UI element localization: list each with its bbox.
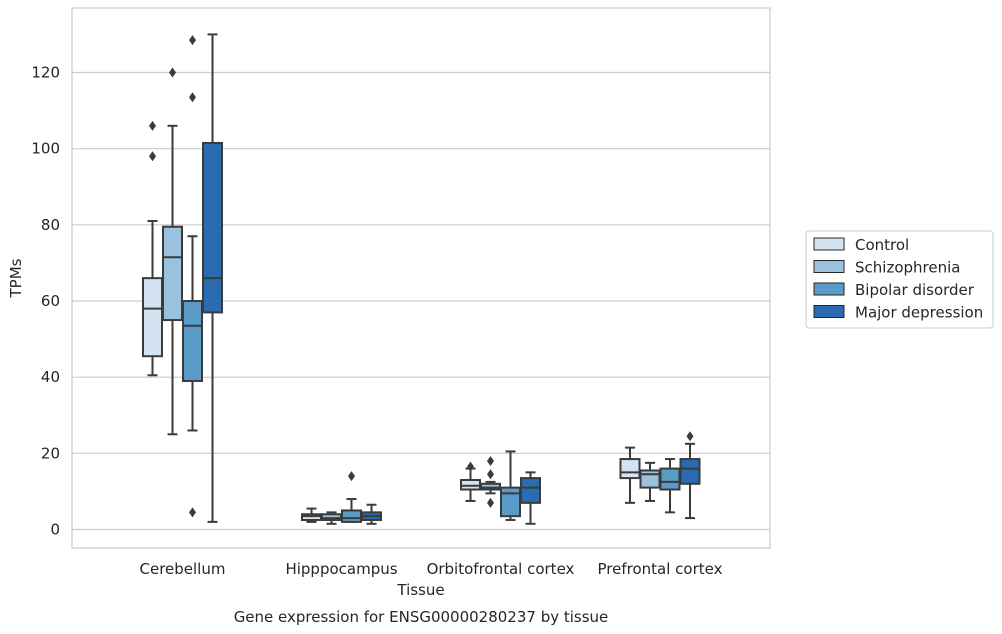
outlier-point xyxy=(189,92,196,103)
box-0-3 xyxy=(619,446,641,504)
y-tick-label: 120 xyxy=(31,64,60,82)
box-0-0 xyxy=(142,120,163,377)
box-body xyxy=(500,486,521,518)
outlier-point xyxy=(487,497,494,508)
box-0-2 xyxy=(460,461,481,502)
outlier-point xyxy=(487,469,494,480)
box-3-3 xyxy=(679,431,701,520)
y-axis-label: TPMs xyxy=(7,258,25,298)
legend-swatch xyxy=(813,260,845,273)
box-3-2 xyxy=(520,471,541,525)
x-axis-label: Tissue xyxy=(396,581,444,599)
box-body xyxy=(182,300,203,382)
outlier-point xyxy=(149,120,156,131)
legend-swatch xyxy=(813,305,845,318)
box-1-0 xyxy=(162,67,183,436)
x-tick-label: Hipppocampus xyxy=(285,560,397,578)
outlier-point xyxy=(189,35,196,46)
x-tick-label: Prefrontal cortex xyxy=(598,560,723,578)
legend-frame xyxy=(805,230,994,329)
box-body xyxy=(659,467,681,491)
outlier-point xyxy=(149,151,156,162)
legend-swatch xyxy=(813,282,845,296)
box-body xyxy=(162,225,183,322)
y-tick-label: 20 xyxy=(41,444,60,462)
legend-label: Control xyxy=(855,236,909,254)
box-body xyxy=(619,458,641,480)
legend-swatch xyxy=(813,237,845,251)
x-tick-labels: Cerebellum Hipppocampus Orbitofrontal cort… xyxy=(140,560,723,578)
x-tick-label: Orbitofrontal cortex xyxy=(427,560,575,578)
box-body xyxy=(202,141,223,314)
legend-label: Bipolar disorder xyxy=(855,281,975,299)
box-body xyxy=(341,509,362,523)
box-2-2 xyxy=(500,450,521,521)
box-2-0 xyxy=(182,35,203,518)
box-1-3 xyxy=(639,461,661,502)
box-body xyxy=(639,469,661,489)
box-1-1 xyxy=(321,511,342,525)
legend-label: Major depression xyxy=(855,304,983,322)
x-tick-label: Cerebellum xyxy=(140,560,226,578)
box-3-1 xyxy=(361,503,382,525)
box-body xyxy=(520,477,541,504)
box-2-3 xyxy=(659,458,681,514)
y-tick-labels: 0 20 40 60 80 100 120 xyxy=(31,64,60,539)
outlier-point xyxy=(686,431,694,442)
y-tick-label: 60 xyxy=(41,292,60,310)
y-tick-label: 80 xyxy=(41,216,60,234)
outlier-point xyxy=(189,507,196,518)
outlier-point xyxy=(467,461,474,472)
legend-label: Schizophrenia xyxy=(855,259,960,277)
box-body xyxy=(679,458,701,485)
outlier-point xyxy=(487,455,494,466)
box-body xyxy=(142,277,163,358)
y-tick-label: 100 xyxy=(31,140,60,158)
chart-caption: Gene expression for ENSG00000280237 by t… xyxy=(234,608,609,626)
box-plots xyxy=(142,33,701,525)
y-tick-label: 0 xyxy=(50,521,60,539)
y-tick-label: 40 xyxy=(41,368,60,386)
box-0-1 xyxy=(301,507,322,523)
legend: Control Schizophrenia Bipolar disorder Majo… xyxy=(805,230,994,329)
box-1-2 xyxy=(480,455,501,508)
box-2-1 xyxy=(341,471,362,523)
outlier-point xyxy=(348,471,355,482)
outlier-point xyxy=(169,67,176,78)
box-3-0 xyxy=(202,33,223,523)
plot-area-frame xyxy=(71,7,771,549)
